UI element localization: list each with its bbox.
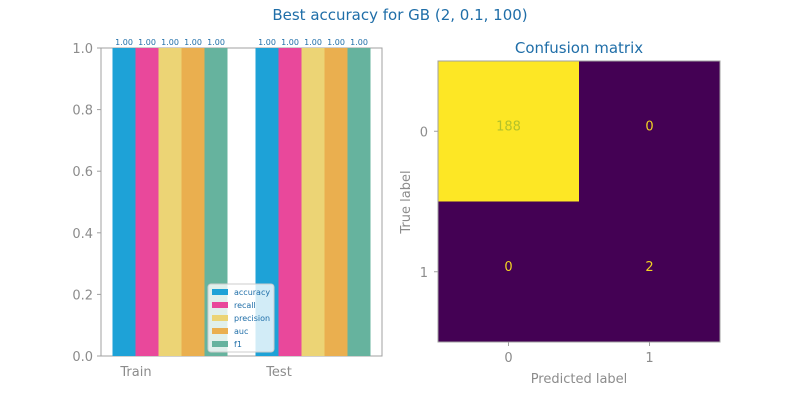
bar-recall-train — [135, 48, 159, 356]
x-tick-label: 1 — [645, 351, 653, 366]
bar-value-label: 1.00 — [350, 38, 368, 47]
legend-swatch — [212, 315, 228, 321]
bar-auc-train — [181, 48, 205, 356]
x-tick-label: Test — [265, 365, 292, 380]
y-tick-label: 0.4 — [72, 227, 93, 242]
y-tick-label: 1 — [420, 266, 428, 281]
bar-value-label: 1.00 — [115, 38, 133, 47]
bar-precision-test — [301, 48, 325, 356]
y-tick-label: 0.8 — [72, 104, 93, 119]
legend-label: recall — [234, 301, 256, 310]
confusion-matrix-frame — [437, 60, 721, 343]
y-tick-label: 0.0 — [72, 350, 93, 365]
legend-label: auc — [234, 327, 248, 336]
legend-label: accuracy — [234, 288, 270, 297]
bar-accuracy-test — [255, 48, 279, 356]
legend-swatch — [212, 341, 228, 347]
legend-box — [207, 283, 275, 353]
matrix-cell-value: 2 — [645, 260, 653, 275]
confusion-matrix: Confusion matrix 188 0 0 2 0 1 0 1 Predicted l… — [399, 39, 721, 387]
bar-value-label: 1.00 — [304, 38, 322, 47]
y-tick-label: 0 — [420, 125, 428, 140]
x-tick-label: 0 — [504, 351, 512, 366]
bar-precision-train — [158, 48, 182, 356]
bar-auc-test — [324, 48, 348, 356]
legend-swatch — [212, 302, 228, 308]
bar-value-label: 1.00 — [207, 38, 225, 47]
bar-chart-legend: accuracy recall precision auc f1 — [207, 283, 275, 353]
bar-f1-test — [347, 48, 371, 356]
matrix-cell — [438, 61, 580, 202]
bar-value-label: 1.00 — [138, 38, 156, 47]
legend-swatch — [212, 328, 228, 334]
legend-swatch — [212, 289, 228, 295]
matrix-cell-value: 0 — [504, 260, 512, 275]
metrics-bar-chart: 0.0 0.2 0.4 0.6 0.8 1.0 Train Test 1.00 1.00 1.0… — [72, 38, 383, 380]
bar-chart-axes-frame — [100, 47, 383, 357]
y-tick-label: 0.6 — [72, 165, 93, 180]
figure-title: Best accuracy for GB (2, 0.1, 100) — [272, 6, 527, 24]
confusion-matrix-title: Confusion matrix — [515, 39, 643, 57]
bar-value-label: 1.00 — [184, 38, 202, 47]
bar-value-label: 1.00 — [327, 38, 345, 47]
legend-label: precision — [234, 314, 270, 323]
matrix-cell — [438, 201, 580, 343]
matrix-cell-value: 188 — [496, 119, 521, 134]
y-tick-label: 1.0 — [72, 42, 93, 57]
bar-recall-test — [278, 48, 302, 356]
bar-f1-train — [204, 48, 228, 356]
y-tick-label: 0.2 — [72, 288, 93, 303]
bar-value-label: 1.00 — [281, 38, 299, 47]
matrix-cell-value: 0 — [645, 119, 653, 134]
bar-value-label: 1.00 — [161, 38, 179, 47]
x-tick-label: Train — [119, 365, 151, 380]
confusion-matrix-ylabel: True label — [399, 170, 414, 234]
matrix-cell — [579, 61, 721, 202]
legend-label: f1 — [234, 340, 242, 349]
confusion-matrix-xlabel: Predicted label — [531, 372, 628, 387]
bar-accuracy-train — [112, 48, 136, 356]
bar-value-label: 1.00 — [258, 38, 276, 47]
matrix-cell — [579, 201, 721, 343]
